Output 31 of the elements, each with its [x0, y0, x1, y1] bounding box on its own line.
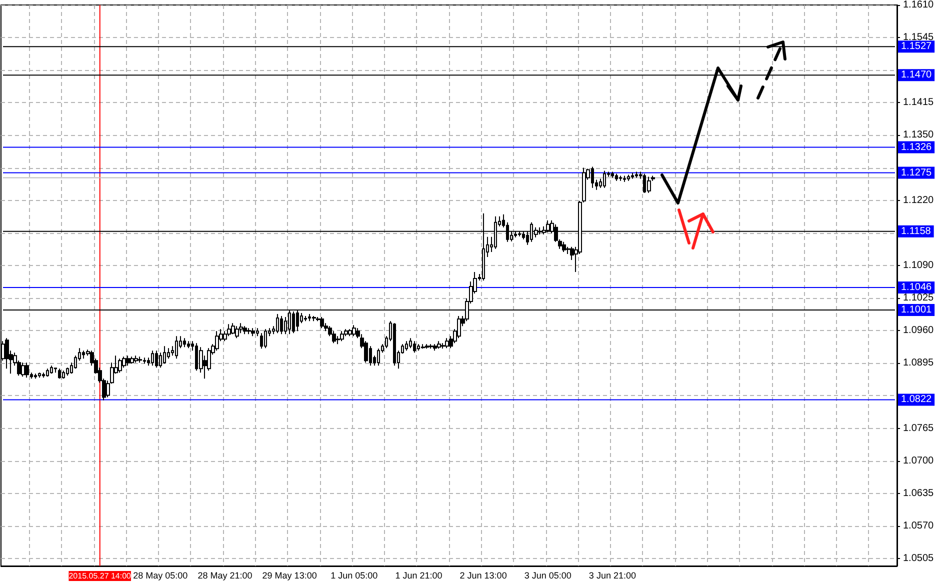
- y-tick-label: 1.0505: [903, 552, 934, 564]
- y-tick-label: 1.1090: [903, 260, 934, 271]
- x-tick-label: 1 Jun 05:00: [330, 570, 378, 580]
- y-tick-label: 1.0570: [903, 520, 934, 532]
- x-tick-label: 28 May 05:00: [133, 570, 188, 580]
- y-tick-label: 1.1415: [903, 97, 934, 108]
- x-tick-label: 28 May 21:00: [198, 570, 252, 580]
- y-tick-label: 1.1350: [903, 130, 934, 141]
- y-tick-label: 1.1610: [903, 0, 934, 10]
- x-tick-label: 3 Jun 05:00: [524, 570, 572, 580]
- y-tick-label: 1.0635: [903, 488, 934, 499]
- y-tick-label: 1.0960: [903, 325, 934, 336]
- ref-line-label: 1.1158: [900, 226, 932, 237]
- ref-line-label: 1.1470: [900, 70, 932, 81]
- x-tick-label: 29 May 13:00: [262, 570, 317, 580]
- y-tick-label: 1.0700: [903, 455, 934, 466]
- ref-line-label: 1.1046: [900, 282, 932, 294]
- ref-line-label: 1.1275: [900, 167, 932, 178]
- y-tick-label: 1.1545: [903, 32, 934, 44]
- ref-line-label: 1.1001: [900, 304, 932, 316]
- y-tick-label: 1.0895: [903, 358, 934, 369]
- x-tick-label: 2015.05.27 14:00: [68, 572, 132, 580]
- y-tick-label: 1.1025: [903, 292, 934, 304]
- ref-line-label: 1.1326: [900, 142, 932, 153]
- ref-line-label: 1.0822: [900, 394, 932, 406]
- ref-line-label: 1.1527: [900, 41, 932, 52]
- x-tick-label: 1 Jun 21:00: [395, 570, 442, 580]
- y-tick-label: 1.1220: [903, 194, 934, 206]
- x-tick-label: 2 Jun 13:00: [460, 570, 507, 580]
- y-tick-label: 1.0765: [903, 422, 934, 434]
- x-tick-label: 3 Jun 21:00: [588, 570, 636, 580]
